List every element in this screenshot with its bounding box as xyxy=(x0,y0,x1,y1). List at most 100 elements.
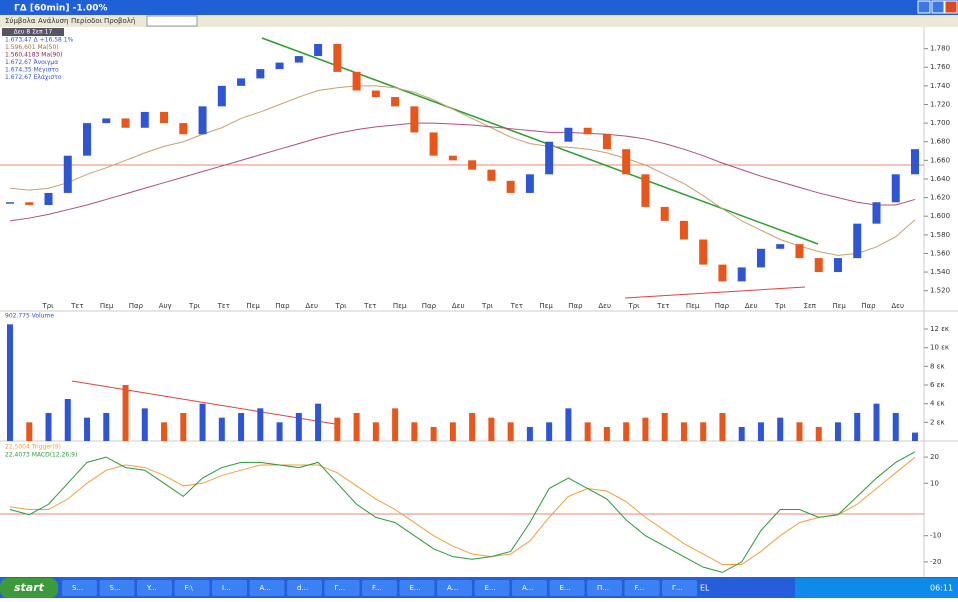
language: EL xyxy=(700,584,710,593)
y-tick-label: 1.520 xyxy=(930,287,950,295)
legend-entry: 1.560,4183 Ma(90) xyxy=(5,52,62,59)
task-button[interactable] xyxy=(137,580,172,596)
candle xyxy=(776,244,785,249)
trend-line xyxy=(624,286,806,299)
task-button[interactable] xyxy=(474,580,510,596)
candle xyxy=(911,149,919,175)
task-button[interactable] xyxy=(437,580,472,596)
y-tick-label: 1.700 xyxy=(930,119,950,127)
volume-bar xyxy=(603,427,610,441)
volume-bar xyxy=(26,422,33,441)
x-tick-label: Πεμ xyxy=(246,302,260,310)
volume-bar xyxy=(738,427,745,441)
task-button[interactable] xyxy=(512,580,547,596)
task-button[interactable] xyxy=(399,580,435,596)
x-tick-label: Τετ xyxy=(656,302,669,310)
maximize[interactable] xyxy=(917,0,931,14)
task-button[interactable] xyxy=(587,580,622,596)
legend-entry: 1.673,47 Δ +16,58 1% xyxy=(5,37,74,44)
y-tick-label: 20 xyxy=(930,453,939,461)
y-tick-label: 1.740 xyxy=(930,82,950,90)
candle xyxy=(699,239,708,265)
task-button[interactable] xyxy=(324,580,360,596)
task-button[interactable] xyxy=(662,580,697,596)
x-tick-label: Τρι xyxy=(481,302,494,310)
candle xyxy=(237,78,246,86)
candle xyxy=(525,174,534,193)
volume-bar xyxy=(315,403,322,441)
volume-bar xyxy=(873,403,880,441)
volume-bar xyxy=(180,413,187,441)
close[interactable] xyxy=(944,0,958,14)
task-label: S... xyxy=(110,584,121,592)
restore[interactable] xyxy=(931,0,945,14)
candle xyxy=(583,127,592,135)
volume-bar xyxy=(411,422,418,441)
task-button[interactable] xyxy=(249,580,285,596)
candle xyxy=(256,69,265,79)
volume-bar xyxy=(122,385,129,441)
task-label: E... xyxy=(560,584,571,592)
task-button[interactable] xyxy=(362,580,397,596)
series-line xyxy=(9,451,916,573)
task-button[interactable] xyxy=(287,580,322,596)
volume-bar xyxy=(295,413,302,441)
series-line xyxy=(9,122,916,222)
menu-item[interactable]: Ανάλυση xyxy=(38,17,68,25)
y-tick-label: 1.640 xyxy=(930,175,950,183)
y-tick-label: 12 εκ xyxy=(930,325,949,333)
y-tick-label: -10 xyxy=(930,532,941,540)
menu-item[interactable]: Προβολή xyxy=(104,17,135,25)
candle xyxy=(833,258,842,273)
x-tick-label: Τετ xyxy=(217,302,230,310)
candle xyxy=(545,141,554,175)
volume-bar xyxy=(700,422,707,441)
volume-bar xyxy=(661,413,668,441)
x-tick-label: Πεμ xyxy=(539,302,553,310)
task-button[interactable] xyxy=(549,580,585,596)
task-label: E... xyxy=(485,584,496,592)
candle xyxy=(718,264,727,282)
candle xyxy=(795,244,804,259)
task-button[interactable] xyxy=(624,580,660,596)
candle xyxy=(275,62,284,70)
candle xyxy=(660,206,669,221)
legend-entry: 1.672,67 Άνοιγμα xyxy=(5,59,58,66)
candle xyxy=(63,155,72,193)
candle xyxy=(872,202,881,224)
start-button[interactable] xyxy=(0,578,58,598)
candle xyxy=(83,123,92,156)
series-line xyxy=(9,85,916,256)
candle xyxy=(737,267,746,282)
candle xyxy=(352,71,361,91)
legend-date: Δευ 8 Σεπ 17 xyxy=(14,29,53,36)
task-button[interactable] xyxy=(174,580,210,596)
x-tick-label: Τρι xyxy=(627,302,640,310)
menu-item[interactable]: Σύμβολα xyxy=(5,17,36,25)
volume-bar xyxy=(584,422,591,441)
x-tick-label: Δευ xyxy=(891,302,904,310)
candle xyxy=(853,223,862,259)
legend-entry: 22,5004 Trigger(9) xyxy=(5,444,61,451)
menu-item[interactable]: Περίοδοι xyxy=(71,17,103,25)
candle xyxy=(179,123,188,135)
task-button[interactable] xyxy=(62,580,97,596)
y-tick-label: 1.760 xyxy=(930,63,950,71)
x-tick-label: Τετ xyxy=(363,302,376,310)
candle xyxy=(891,174,900,203)
candle xyxy=(391,97,400,107)
task-button[interactable] xyxy=(212,580,247,596)
task-button[interactable] xyxy=(99,580,135,596)
candle xyxy=(448,155,457,161)
candle xyxy=(410,106,419,133)
volume-bar xyxy=(276,422,283,441)
candle xyxy=(333,43,342,72)
volume-bar xyxy=(777,417,784,441)
volume-bar xyxy=(103,413,110,441)
window-title: ΓΔ [60min] -1.00% xyxy=(14,4,108,14)
x-tick-label: Πεμ xyxy=(393,302,407,310)
panel-title: 902.775 Volume xyxy=(5,313,54,320)
search-box[interactable] xyxy=(146,15,198,27)
